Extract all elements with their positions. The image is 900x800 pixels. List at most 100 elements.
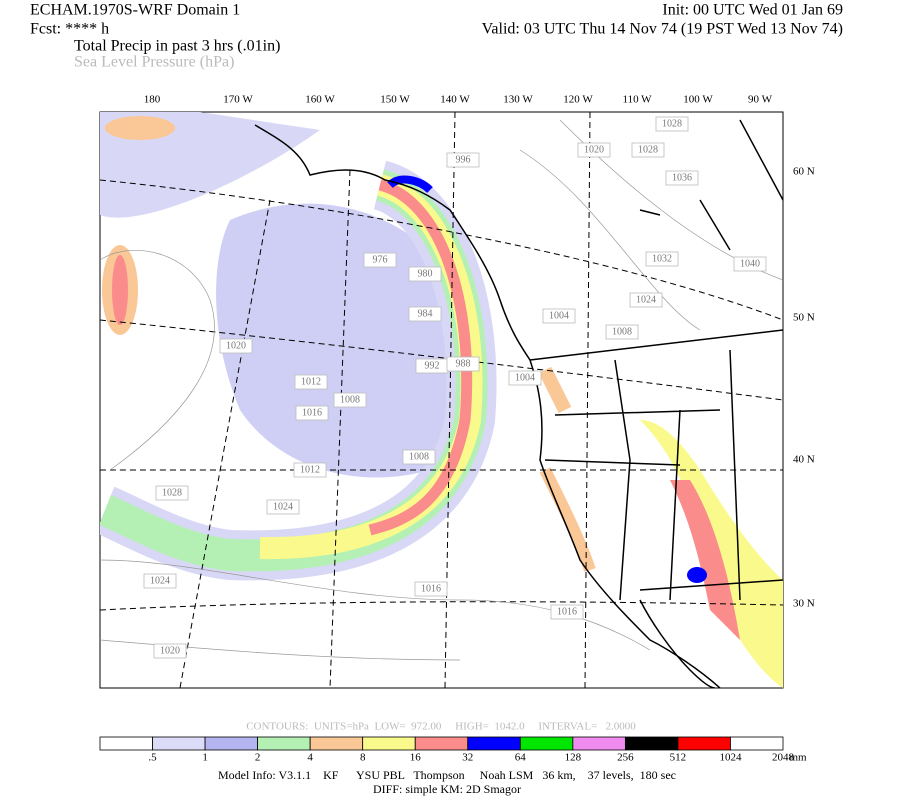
valid-time: Valid: 03 UTC Thu 14 Nov 74 (19 PST Wed …	[482, 21, 843, 38]
pressure-label-box	[294, 374, 328, 390]
pressure-label-box	[446, 356, 480, 372]
colorbar-box	[677, 736, 731, 751]
pressure-label-box	[550, 604, 584, 620]
colorbar-box	[414, 736, 469, 751]
pressure-label: 1008	[409, 451, 429, 462]
isobar	[100, 559, 651, 651]
pressure-label-box	[155, 485, 189, 501]
pressure-label-box	[631, 142, 665, 158]
pressure-label-box	[508, 370, 542, 386]
longitude-label: 160 W	[305, 94, 335, 106]
longitude-label: 120 W	[563, 94, 593, 106]
colorbar-box	[730, 736, 784, 751]
longitude-label: 100 W	[683, 94, 713, 106]
pressure-label: 1016	[557, 606, 577, 617]
pressure-label-box	[295, 405, 329, 421]
colorbar-label: 32	[462, 752, 473, 764]
pressure-label-box	[414, 581, 448, 597]
pressure-label: 1004	[549, 310, 569, 321]
pressure-label: 1024	[273, 501, 293, 512]
border	[544, 349, 783, 601]
longitude-label: 140 W	[440, 94, 470, 106]
longitude-label: 130 W	[503, 94, 533, 106]
pressure-label: 1008	[340, 394, 360, 405]
pressure-label: 1020	[584, 144, 604, 155]
pressure-label-box	[542, 308, 576, 324]
latitude-line	[100, 179, 783, 321]
longitude-label: 180	[144, 94, 161, 106]
precip-core	[687, 567, 707, 583]
precip-area	[216, 203, 469, 478]
pressure-label: 1004	[515, 372, 535, 383]
pressure-label-box	[408, 306, 442, 322]
colorbar-box	[152, 736, 206, 751]
latitude-label: 50 N	[793, 312, 815, 324]
isobar	[519, 149, 701, 331]
pressure-label: 988	[456, 358, 471, 369]
coastline	[639, 599, 716, 688]
model-info: Model Info: V3.1.1 KF YSU PBL Thompson N…	[218, 768, 676, 782]
colorbar-label: 256	[617, 752, 634, 764]
pressure-label: 1028	[638, 144, 658, 155]
pressure-label: 1012	[301, 376, 321, 387]
colorbar-label: 128	[565, 752, 582, 764]
longitude-label: 170 W	[223, 94, 253, 106]
pressure-label-box	[402, 449, 436, 465]
colorbar-label: 2048	[772, 752, 795, 764]
colorbar-label: 1024	[719, 752, 742, 764]
latitude-label: 30 N	[793, 598, 815, 610]
colorbar-box	[572, 736, 626, 751]
pressure-label: 1024	[150, 575, 170, 586]
pressure-label-box	[333, 392, 367, 408]
isobar	[100, 250, 215, 471]
pressure-label: 1036	[672, 172, 692, 183]
pressure-label-box	[645, 251, 679, 267]
map-content	[100, 112, 783, 688]
pressure-label: 1008	[612, 326, 632, 337]
pressure-label: 976	[373, 254, 388, 265]
colorbar-label: 4	[307, 752, 313, 764]
precip-area	[105, 116, 175, 140]
latitude-line	[100, 601, 783, 611]
pressure-label: 1020	[160, 645, 180, 656]
coastline	[254, 124, 721, 688]
colorbar-label: 512	[670, 752, 687, 764]
colorbar-box	[624, 736, 679, 751]
pressure-label: 1016	[302, 407, 322, 418]
colorbar-label: 64	[515, 752, 527, 764]
border	[529, 329, 783, 361]
latitude-label: 40 N	[793, 454, 815, 466]
colorbar-label: 2	[255, 752, 261, 764]
longitude-line	[584, 112, 591, 688]
pressure-label-box	[293, 462, 327, 478]
pressure-label-box	[655, 116, 689, 132]
forecast-hour: Fcst: **** h	[30, 21, 109, 38]
colorbar-box	[257, 736, 311, 751]
pressure-label-box	[665, 170, 699, 186]
pressure-label: 1032	[652, 253, 672, 264]
contour-info: CONTOURS: UNITS=hPa LOW= 972.00 HIGH= 10…	[246, 721, 636, 733]
colorbar-unit: mm	[789, 752, 807, 764]
pressure-label-box	[446, 152, 480, 168]
pressure-label-box	[605, 324, 639, 340]
colorbar-label: 1	[202, 752, 208, 764]
precip-core	[387, 175, 433, 194]
diff-info: DIFF: simple KM: 2D Smagor	[373, 782, 521, 796]
colorbar-label: .5	[148, 752, 157, 764]
colorbar-box	[309, 736, 364, 751]
longitude-label: 150 W	[380, 94, 410, 106]
colorbar-box	[467, 736, 521, 751]
precip-area	[112, 255, 128, 325]
isobar	[100, 639, 461, 661]
pressure-label-box	[733, 256, 767, 272]
longitude-label: 110 W	[622, 94, 652, 106]
pressure-label: 992	[425, 360, 440, 371]
precip-area	[539, 467, 596, 572]
precip-area	[538, 366, 572, 414]
latitude-line	[100, 319, 783, 401]
pressure-label: 1028	[662, 118, 682, 129]
colorbar-box	[362, 736, 416, 751]
pressure-label-box	[577, 142, 611, 158]
precip-band	[368, 179, 473, 536]
